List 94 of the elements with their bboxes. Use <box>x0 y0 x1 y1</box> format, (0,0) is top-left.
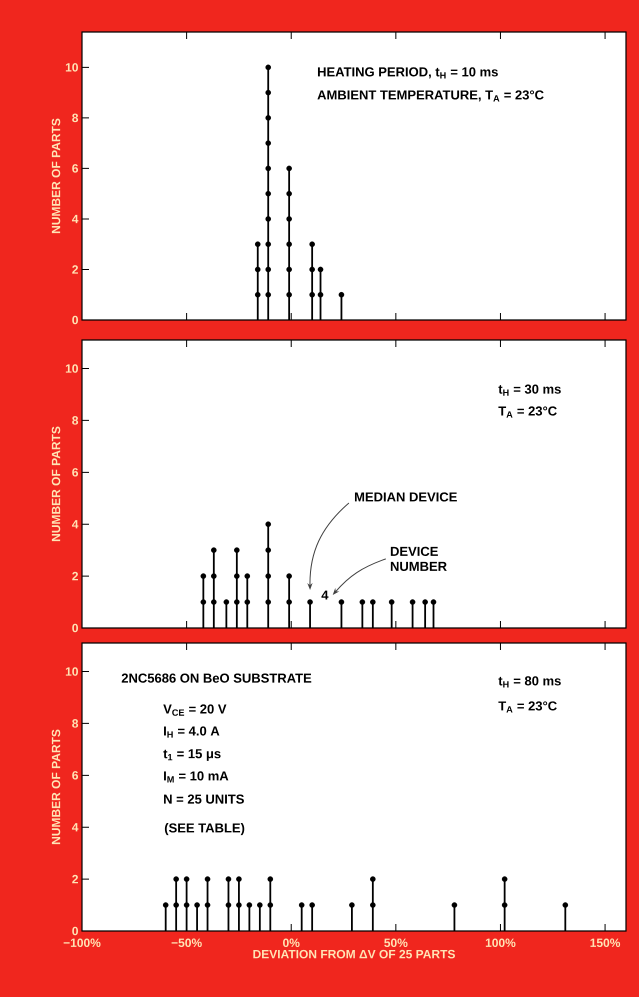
point <box>224 599 230 605</box>
point <box>200 573 206 579</box>
annotation: 4 <box>321 590 328 600</box>
point <box>309 292 315 298</box>
point <box>254 292 261 298</box>
annotation: t$_{H}$ = 80 ms <box>498 676 561 688</box>
y-tick-label: 10 <box>66 667 78 676</box>
y-tick-label: 0 <box>72 926 78 936</box>
annotation: T$_{A}$ = 23°C <box>498 406 557 418</box>
point <box>338 599 344 605</box>
point <box>370 599 376 605</box>
x-axis-title: DEVIATION FROM ΔV OF 25 PARTS <box>253 950 455 958</box>
y-tick-label: 2 <box>72 874 78 884</box>
annotation: I$_{H}$ = 4.0 A <box>164 726 220 738</box>
point <box>211 599 217 605</box>
point <box>286 190 292 196</box>
point <box>338 292 344 298</box>
point <box>265 573 272 579</box>
annotation: MEDIAN DEVICE <box>354 492 457 502</box>
annotation: t$_{1}$ = 15 μs <box>163 749 221 761</box>
point <box>286 166 292 172</box>
annotation: t$_{H}$ = 30 ms <box>498 384 561 396</box>
y-tick-label: 4 <box>72 520 78 528</box>
point <box>388 599 394 605</box>
x-tick-label: 100% <box>486 938 516 948</box>
annotation: HEATING PERIOD, t$_{H}$ = 10 ms <box>318 67 498 78</box>
y-tick-label: 6 <box>72 771 78 780</box>
point <box>360 599 366 605</box>
y-tick-label: 2 <box>72 265 78 274</box>
point <box>234 599 240 605</box>
point <box>265 140 272 146</box>
point <box>286 599 292 605</box>
point <box>307 599 313 605</box>
point <box>318 292 324 298</box>
annotation: I$_{M}$ = 10 mA <box>164 771 228 783</box>
y-tick-label: 0 <box>72 624 78 632</box>
point <box>265 521 272 528</box>
point <box>410 599 416 605</box>
point <box>265 166 272 172</box>
y-tick-label: 4 <box>72 214 78 224</box>
annotation: 2NC5686 ON BeO SUBSTRATE <box>122 674 312 683</box>
point <box>265 547 272 553</box>
point <box>211 547 217 553</box>
point <box>265 241 272 248</box>
x-tick-label: 0% <box>283 938 300 948</box>
point <box>265 266 272 272</box>
point <box>200 599 206 605</box>
annotation: (SEE TABLE) <box>164 822 244 836</box>
point <box>286 241 292 248</box>
point <box>265 599 272 605</box>
point <box>309 241 315 248</box>
point <box>286 216 292 222</box>
point <box>265 90 272 96</box>
point <box>265 115 272 121</box>
x-tick-label: 50% <box>384 938 408 948</box>
y-tick-label: 4 <box>72 823 78 832</box>
y-tick-label: 6 <box>72 164 78 173</box>
annotation: T$_{A}$ = 23°C <box>498 701 557 713</box>
y-tick-label: 8 <box>72 114 78 122</box>
point <box>234 547 240 553</box>
y-tick-label: 6 <box>72 468 78 477</box>
annotation: DEVICE NUMBER <box>390 546 447 571</box>
point <box>286 573 292 579</box>
point <box>309 266 315 272</box>
point <box>254 266 261 272</box>
point <box>430 599 436 605</box>
point <box>286 292 292 298</box>
x-tick-label: 150% <box>590 938 620 948</box>
point <box>265 216 272 222</box>
point <box>318 266 324 272</box>
y-axis-title: NUMBER OF PARTS <box>52 730 60 844</box>
y-tick-label: 2 <box>72 572 78 580</box>
x-tick-label: −50% <box>172 938 202 948</box>
y-tick-label: 8 <box>72 719 78 728</box>
annotation: V$_{CE}$ = 20 V <box>163 704 226 716</box>
point <box>265 64 272 70</box>
point <box>254 241 261 248</box>
annotation: N = 25 UNITS <box>164 794 244 804</box>
y-tick-label: 10 <box>66 63 78 72</box>
point <box>422 599 428 605</box>
y-tick-label: 8 <box>72 416 78 425</box>
point <box>211 573 217 579</box>
y-axis-title: NUMBER OF PARTS <box>52 426 60 542</box>
point <box>265 190 272 196</box>
annotation: AMBIENT TEMPERATURE, T$_{A}$ = 23°C <box>317 90 544 102</box>
x-tick-label: −100% <box>64 938 101 948</box>
point <box>286 266 292 272</box>
point <box>265 292 272 298</box>
point <box>234 573 240 579</box>
y-tick-label: 10 <box>66 364 78 373</box>
point <box>244 599 250 605</box>
point <box>244 573 250 579</box>
y-tick-label: 0 <box>72 316 78 324</box>
y-axis-title: NUMBER OF PARTS <box>52 118 60 234</box>
